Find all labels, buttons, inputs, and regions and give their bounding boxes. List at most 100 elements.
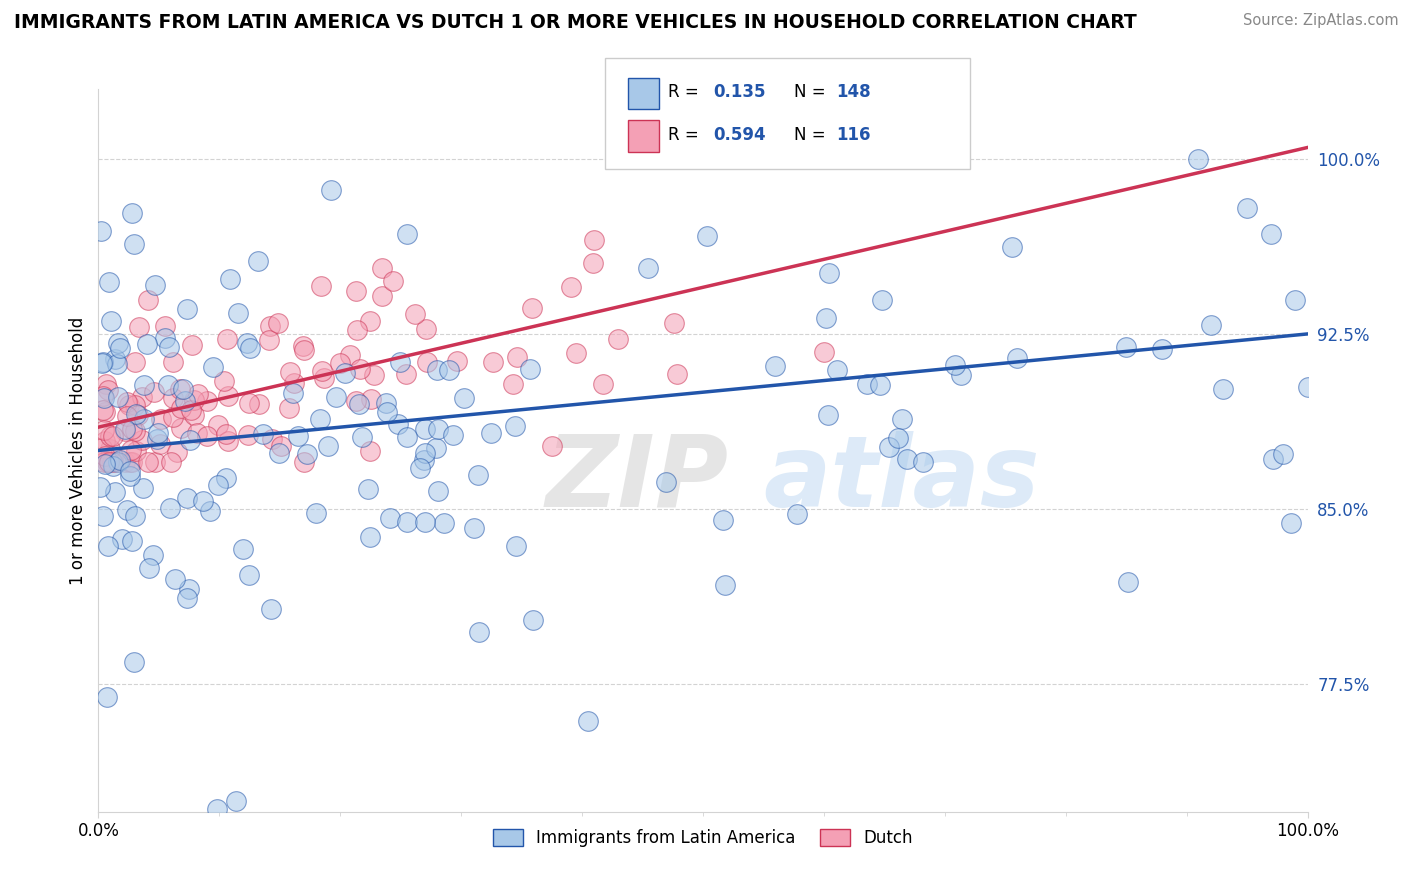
Point <box>896 452 918 467</box>
Point <box>232 541 254 556</box>
Point <box>375 405 398 419</box>
Point <box>426 363 449 377</box>
Point <box>786 507 808 521</box>
Point <box>505 540 527 554</box>
Point <box>180 338 202 352</box>
Point <box>292 455 315 469</box>
Point <box>1212 382 1234 396</box>
Point <box>207 802 229 816</box>
Point <box>118 398 141 412</box>
Point <box>225 794 247 808</box>
Point <box>339 348 361 362</box>
Point <box>404 307 426 321</box>
Point <box>115 395 138 409</box>
Point <box>467 468 489 483</box>
Point <box>505 419 527 434</box>
Point <box>522 614 544 628</box>
Point <box>259 318 281 333</box>
Point <box>124 354 146 368</box>
Point <box>278 401 301 416</box>
Point <box>153 319 176 334</box>
Point <box>375 396 398 410</box>
Point <box>174 393 197 408</box>
Point <box>396 227 419 241</box>
Point <box>93 455 115 469</box>
Point <box>260 602 283 616</box>
Point <box>714 578 737 592</box>
Point <box>212 374 235 388</box>
Point <box>101 458 124 473</box>
Point <box>136 455 159 469</box>
Point <box>125 408 148 422</box>
Point <box>283 376 305 390</box>
Point <box>159 340 181 354</box>
Point <box>287 429 309 443</box>
Point <box>215 427 238 442</box>
Point <box>146 432 169 446</box>
Point <box>94 377 117 392</box>
Point <box>153 331 176 345</box>
Point <box>311 363 333 377</box>
Point <box>870 293 893 307</box>
Point <box>238 568 260 582</box>
Point <box>105 357 128 371</box>
Text: 116: 116 <box>837 126 872 144</box>
Point <box>97 455 120 469</box>
Point <box>479 426 502 441</box>
Point <box>114 425 136 439</box>
Point <box>312 371 335 385</box>
Point <box>387 417 409 431</box>
Point <box>128 320 150 334</box>
Point <box>159 501 181 516</box>
Point <box>887 431 910 445</box>
Point <box>97 384 120 398</box>
Point <box>308 412 330 426</box>
Point <box>90 356 112 370</box>
Point <box>911 454 934 468</box>
Point <box>359 313 381 327</box>
Point <box>98 429 121 443</box>
Point <box>142 548 165 562</box>
Point <box>389 354 412 368</box>
Point <box>162 391 184 405</box>
Point <box>247 397 270 411</box>
Point <box>437 363 460 377</box>
Point <box>108 452 131 467</box>
Point <box>270 439 292 453</box>
Point <box>346 285 368 299</box>
Point <box>101 455 124 469</box>
Point <box>105 455 128 469</box>
Point <box>576 714 599 728</box>
Point <box>90 224 112 238</box>
Point <box>292 343 315 357</box>
Point <box>711 512 734 526</box>
Point <box>813 345 835 359</box>
Point <box>1005 351 1028 366</box>
Point <box>91 403 114 417</box>
Text: N =: N = <box>794 83 831 101</box>
Point <box>413 452 436 467</box>
Point <box>122 655 145 669</box>
Point <box>94 458 117 472</box>
Point <box>215 471 238 485</box>
Point <box>169 401 191 416</box>
Point <box>180 403 202 417</box>
Point <box>100 314 122 328</box>
Point <box>183 408 205 422</box>
Point <box>219 271 242 285</box>
Point <box>239 342 262 356</box>
Point <box>269 446 291 460</box>
Point <box>193 494 215 508</box>
Point <box>97 540 120 554</box>
Point <box>91 508 114 523</box>
Point <box>162 355 184 369</box>
Point <box>117 503 139 517</box>
Text: R =: R = <box>668 126 704 144</box>
Point <box>179 433 201 447</box>
Point <box>655 475 678 490</box>
Point <box>122 237 145 252</box>
Point <box>637 260 659 275</box>
Point <box>869 377 891 392</box>
Point <box>115 409 138 424</box>
Point <box>260 432 283 446</box>
